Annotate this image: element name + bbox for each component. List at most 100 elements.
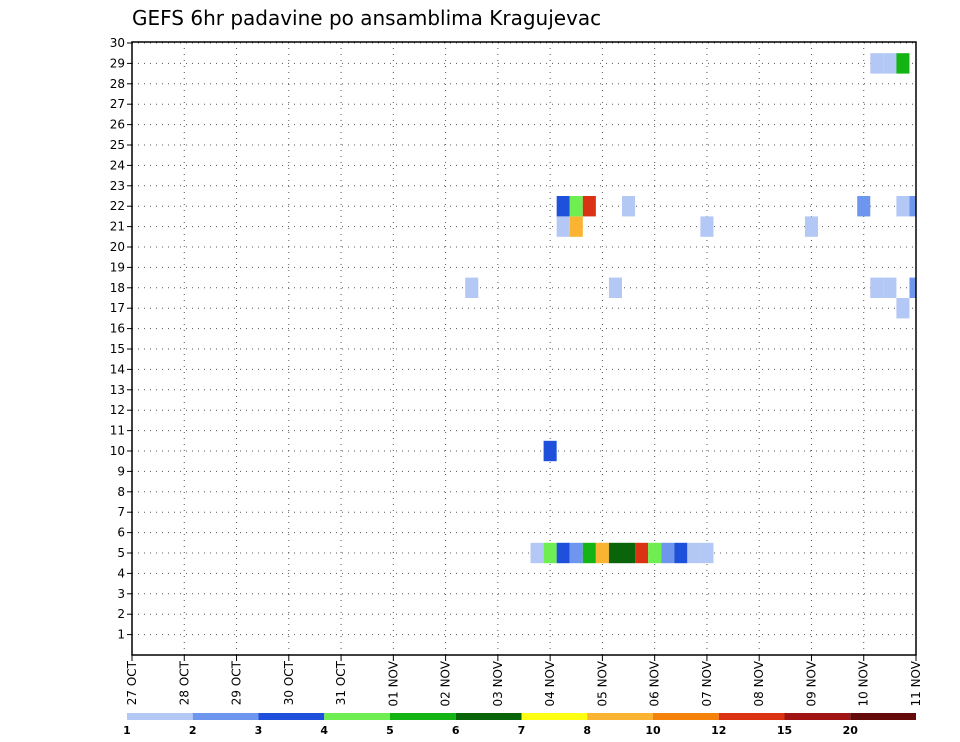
y-tick-label: 27 [110,97,125,111]
legend-threshold-label: 10 [645,724,661,737]
legend-threshold-label: 5 [386,724,394,737]
precip-cell [530,542,544,564]
precip-cell [674,542,688,564]
chart-title: GEFS 6hr padavine po ansamblima Kragujev… [132,6,601,30]
legend-color-swatch [587,713,653,720]
precip-cell [857,196,871,217]
precip-cell [804,216,818,237]
precip-cell [543,542,557,564]
x-tick-label: 04 NOV [543,660,557,706]
y-tick-label: 15 [110,342,125,356]
precip-cell [543,440,557,462]
x-tick-label: 07 NOV [700,660,714,706]
y-tick-label: 13 [110,383,125,397]
y-tick-label: 14 [110,362,125,376]
x-tick-label: 27 OCT [125,660,139,705]
precip-cell [896,53,910,74]
precip-cell [870,277,884,298]
precip-cell [687,542,701,564]
legend-threshold-label: 7 [518,724,526,737]
precip-cell [883,53,897,74]
y-tick-label: 12 [110,403,125,417]
y-tick-label: 10 [110,444,125,458]
precip-cell [648,542,662,564]
y-tick-label: 20 [110,240,125,254]
legend-threshold-label: 15 [777,724,792,737]
legend-color-swatch [390,713,456,720]
legend-color-swatch [127,713,193,720]
y-tick-label: 8 [117,485,125,499]
y-tick-label: 29 [110,56,125,70]
legend-color-swatch [455,713,522,720]
y-tick-label: 1 [117,628,125,642]
precip-cell [896,196,910,217]
precip-cell [661,542,675,564]
precip-cell [556,542,570,564]
x-tick-label: 01 NOV [386,660,400,706]
legend-threshold-label: 6 [452,724,460,737]
legend-color-swatch [653,713,719,720]
precip-cell [465,277,479,298]
x-tick-label: 29 OCT [230,660,244,705]
y-tick-label: 6 [117,526,125,540]
legend-color-swatch [521,713,588,720]
legend-threshold-label: 1 [123,724,131,737]
y-tick-label: 18 [110,281,125,295]
x-tick-label: 28 OCT [177,660,191,705]
legend-color-swatch [718,713,785,720]
precip-cell [556,196,570,217]
precip-cell [700,542,714,564]
y-tick-label: 7 [117,505,125,519]
x-tick-label: 03 NOV [491,660,505,706]
legend-color-swatch [192,713,259,720]
y-tick-label: 22 [110,199,125,213]
precip-cell [556,216,570,237]
y-tick-label: 24 [110,158,125,172]
y-tick-label: 21 [110,220,125,234]
y-tick-label: 5 [117,546,125,560]
precip-cell [883,277,897,298]
precip-cell [569,542,583,564]
precip-cell [582,196,596,217]
precip-cell [608,277,622,298]
legend-threshold-label: 2 [189,724,197,737]
precip-cell [635,542,649,564]
precip-cell [896,298,910,319]
precip-cell [622,196,636,217]
precip-cell [909,277,916,298]
precip-cell [700,216,714,237]
grid-lines [132,42,917,655]
legend-threshold-label: 12 [711,724,726,737]
precip-cell [622,542,636,564]
x-tick-label: 10 NOV [857,660,871,706]
y-tick-label: 19 [110,260,125,274]
precip-cell [909,196,916,217]
y-tick-label: 11 [110,424,125,438]
y-tick-label: 3 [117,587,125,601]
y-tick-label: 4 [117,566,125,580]
y-tick-label: 26 [110,118,125,132]
precip-cell [870,53,884,74]
legend-color-swatch [258,713,325,720]
y-tick-label: 30 [110,36,125,50]
x-tick-label: 09 NOV [804,660,818,706]
legend-color-swatch [324,713,390,720]
x-tick-label: 08 NOV [752,660,766,706]
y-tick-label: 2 [117,607,125,621]
precipitation-cells [465,53,916,564]
y-tick-label: 28 [110,77,125,91]
y-tick-label: 16 [110,322,125,336]
legend-threshold-label: 4 [320,724,328,737]
precip-cell [595,542,609,564]
x-tick-label: 02 NOV [439,660,453,706]
y-tick-label: 9 [117,464,125,478]
axes: 1234567891011121314151617181920212223242… [110,36,923,707]
legend-threshold-label: 8 [583,724,591,737]
legend-color-swatch [784,713,851,720]
precip-cell [569,196,583,217]
x-tick-label: 05 NOV [595,660,609,706]
y-tick-label: 25 [110,138,125,152]
precip-cell [608,542,622,564]
x-tick-label: 11 NOV [909,660,923,706]
